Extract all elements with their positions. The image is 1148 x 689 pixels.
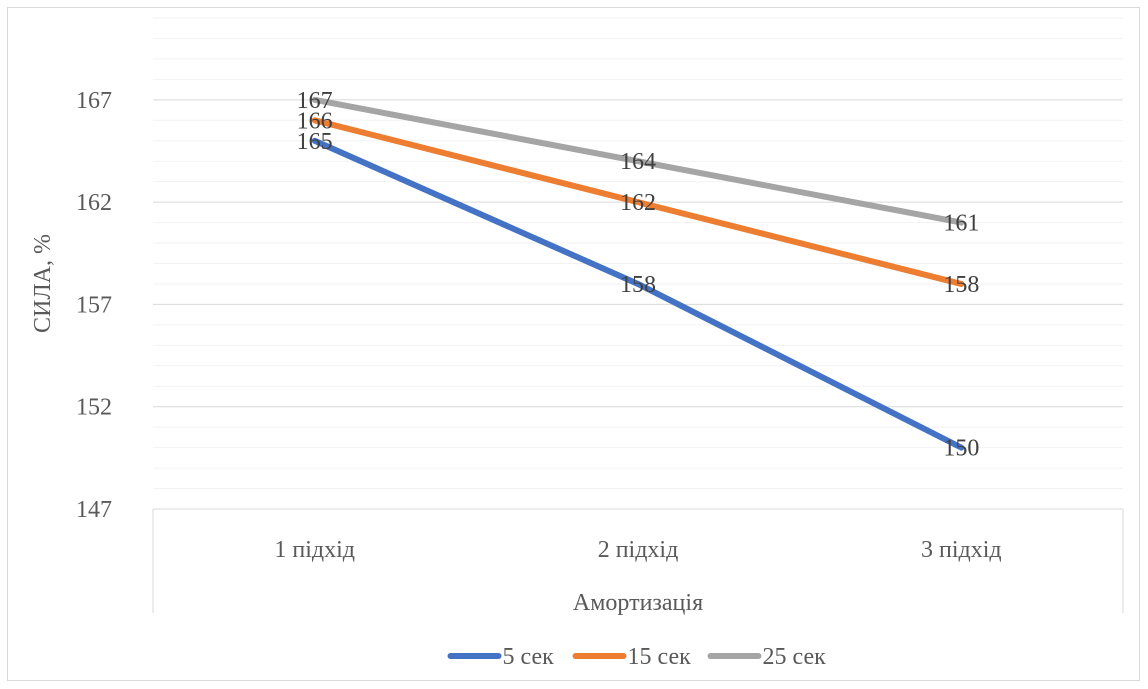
data-label: 167 [297, 88, 333, 114]
data-labels: 165 158 150 166 162 158 167 164 161 [297, 88, 980, 462]
series-line-0 [311, 137, 965, 451]
y-axis-title: СИЛА, % [30, 234, 56, 333]
data-label: 150 [943, 436, 979, 462]
data-label: 166 [297, 108, 333, 134]
legend-label: 15 сек [628, 644, 692, 670]
y-tick-label: 167 [76, 88, 112, 114]
legend: 5 сек 15 сек 25 сек [447, 644, 827, 670]
x-tick-label: 3 підхід [921, 537, 1002, 563]
chart-frame: 147 152 157 162 167 1 підхід 2 підхід 3 підхід … [7, 7, 1140, 681]
data-label: 158 [943, 272, 979, 298]
data-label: 164 [620, 149, 656, 175]
x-axis-title: Амортизація [573, 590, 703, 616]
y-tick-label: 162 [76, 190, 112, 216]
series-line-2 [311, 96, 965, 226]
y-tick-label: 152 [76, 395, 112, 421]
data-label: 162 [620, 190, 656, 216]
data-label: 158 [620, 272, 656, 298]
axes: 147 152 157 162 167 1 підхід 2 підхід 3 підхід [76, 88, 1124, 613]
data-label: 165 [297, 129, 333, 155]
y-tick-label: 147 [76, 497, 112, 523]
series-line-1 [311, 117, 965, 287]
data-label: 161 [943, 211, 979, 237]
legend-label: 25 сек [763, 644, 827, 670]
y-tick-label: 157 [76, 292, 112, 318]
x-tick-label: 2 підхід [598, 537, 679, 563]
legend-label: 5 сек [503, 644, 555, 670]
series-lines [311, 96, 965, 451]
x-tick-label: 1 підхід [274, 537, 355, 563]
